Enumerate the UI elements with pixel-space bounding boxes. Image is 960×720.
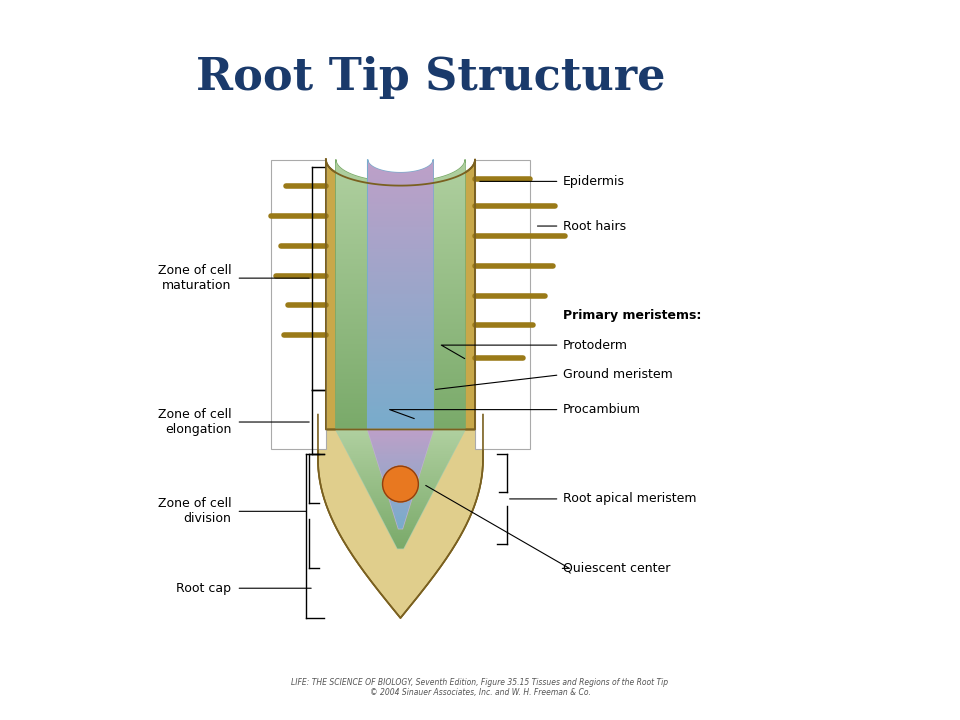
Text: Zone of cell
maturation: Zone of cell maturation — [157, 264, 231, 292]
Circle shape — [383, 466, 419, 502]
Polygon shape — [336, 429, 465, 549]
Text: Zone of cell
elongation: Zone of cell elongation — [157, 408, 231, 436]
Text: Primary meristems:: Primary meristems: — [563, 309, 701, 322]
Text: Procambium: Procambium — [563, 403, 640, 416]
Text: Root Tip Structure: Root Tip Structure — [196, 55, 665, 99]
Polygon shape — [336, 160, 465, 429]
Polygon shape — [318, 415, 483, 618]
Bar — [475, 160, 530, 449]
Text: Zone of cell
division: Zone of cell division — [157, 498, 231, 526]
Text: Epidermis: Epidermis — [563, 175, 625, 188]
Polygon shape — [318, 415, 483, 618]
Text: Protoderm: Protoderm — [563, 338, 628, 351]
Text: LIFE: THE SCIENCE OF BIOLOGY, Seventh Edition, Figure 35.15 Tissues and Regions : LIFE: THE SCIENCE OF BIOLOGY, Seventh Ed… — [292, 678, 668, 698]
Bar — [272, 160, 325, 449]
Text: Quiescent center: Quiescent center — [563, 562, 670, 575]
Text: Ground meristem: Ground meristem — [563, 369, 672, 382]
Polygon shape — [368, 429, 433, 528]
Text: Root cap: Root cap — [177, 582, 231, 595]
Text: Root hairs: Root hairs — [563, 220, 626, 233]
Text: Root apical meristem: Root apical meristem — [563, 492, 696, 505]
Polygon shape — [368, 160, 433, 429]
Polygon shape — [325, 160, 475, 429]
